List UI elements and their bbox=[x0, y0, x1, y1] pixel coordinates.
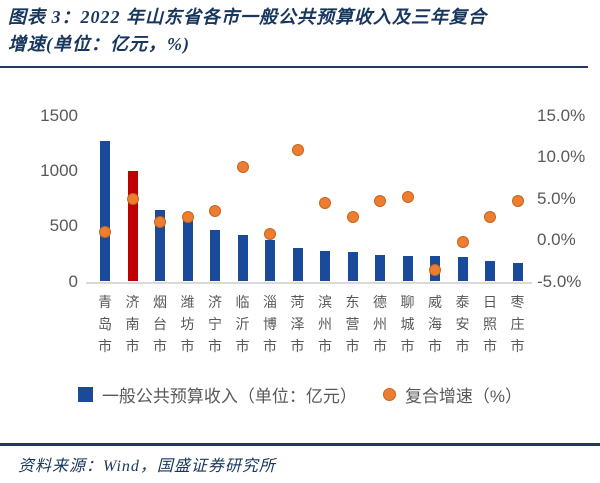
growth-dot bbox=[456, 236, 469, 249]
growth-dot bbox=[126, 193, 139, 206]
right-axis-tick: 10.0% bbox=[537, 147, 586, 166]
legend-dot-icon bbox=[382, 388, 396, 401]
x-axis-label: 淄博市 bbox=[263, 293, 277, 354]
growth-dot bbox=[319, 196, 331, 209]
legend-square-icon bbox=[77, 387, 93, 402]
right-axis-tick: -5.0% bbox=[537, 271, 582, 291]
source-divider bbox=[0, 443, 600, 446]
right-axis-tick: 0.0% bbox=[537, 230, 576, 249]
revenue-bar bbox=[347, 251, 358, 282]
x-axis-label: 滨州市 bbox=[318, 293, 332, 354]
left-axis-tick: 1000 bbox=[40, 160, 78, 180]
revenue-bar bbox=[320, 250, 330, 282]
growth-dot bbox=[401, 190, 414, 203]
x-axis-label: 济宁市 bbox=[208, 293, 222, 354]
growth-dot bbox=[264, 228, 276, 241]
growth-dot bbox=[209, 204, 221, 217]
x-axis-label: 临沂市 bbox=[235, 293, 250, 354]
growth-dot bbox=[346, 210, 359, 223]
left-axis-tick: 0 bbox=[68, 271, 78, 291]
left-axis-tick: 500 bbox=[49, 216, 78, 236]
revenue-bar bbox=[100, 140, 110, 282]
x-axis-label: 德州市 bbox=[373, 293, 387, 354]
revenue-bar bbox=[292, 247, 303, 282]
source-text: 资料来源：Wind，国盛证券研究所 bbox=[18, 458, 276, 475]
growth-dot bbox=[154, 215, 166, 228]
left-axis-tick: 1500 bbox=[40, 105, 78, 125]
growth-dot bbox=[429, 263, 441, 276]
growth-dot bbox=[99, 225, 111, 238]
legend-item-revenue: 一般公共预算收入（单位：亿元） bbox=[77, 382, 357, 407]
growth-dot bbox=[181, 210, 194, 223]
growth-dot bbox=[374, 194, 386, 207]
growth-dot bbox=[291, 143, 304, 156]
revenue-growth-chart: 1500 1000 500 0 15.0% 10.0% 5.0% 0.0% -5.0% 青岛市 济南… bbox=[0, 95, 600, 415]
revenue-bar bbox=[512, 262, 523, 282]
figure-title: 图表 3：2022 年山东省各市一般公共预算收入及三年复合 增速(单位：亿元，%… bbox=[8, 4, 596, 58]
x-axis-label: 聊城市 bbox=[400, 293, 415, 354]
x-axis-label: 枣庄市 bbox=[510, 293, 525, 354]
chart-legend: 一般公共预算收入（单位：亿元） 复合增速（%） bbox=[0, 382, 600, 407]
revenue-bar bbox=[237, 234, 248, 282]
x-axis-line bbox=[86, 281, 532, 284]
growth-dot bbox=[511, 194, 524, 207]
growth-dot bbox=[484, 210, 496, 223]
x-axis-label: 菏泽市 bbox=[290, 293, 305, 354]
x-axis-label: 烟台市 bbox=[153, 293, 167, 354]
x-axis-label: 威海市 bbox=[428, 293, 442, 354]
revenue-bar bbox=[127, 170, 138, 282]
revenue-bar bbox=[265, 239, 275, 282]
x-axis-label: 泰安市 bbox=[455, 293, 470, 354]
x-axis-label: 青岛市 bbox=[98, 293, 112, 354]
title-divider bbox=[0, 66, 588, 68]
revenue-bar bbox=[182, 214, 193, 282]
x-axis-label: 济南市 bbox=[125, 293, 140, 354]
x-axis-label: 日照市 bbox=[483, 293, 497, 354]
x-axis-label: 东营市 bbox=[345, 293, 360, 354]
x-axis-label: 潍坊市 bbox=[180, 293, 195, 354]
right-axis-tick: 5.0% bbox=[537, 188, 576, 208]
legend-label-revenue: 一般公共预算收入（单位：亿元） bbox=[101, 387, 357, 406]
legend-item-growth: 复合增速（%） bbox=[382, 382, 523, 407]
revenue-bar bbox=[375, 254, 385, 282]
growth-dot bbox=[236, 160, 249, 173]
revenue-bar bbox=[402, 256, 413, 282]
legend-label-growth: 复合增速（%） bbox=[404, 387, 523, 406]
right-axis-tick: 15.0% bbox=[537, 105, 586, 125]
revenue-bar bbox=[155, 209, 165, 282]
revenue-bar bbox=[485, 261, 495, 282]
revenue-bar bbox=[210, 229, 220, 282]
figure-title-line2: 增速(单位：亿元，%) bbox=[8, 34, 190, 54]
figure-title-line1: 图表 3：2022 年山东省各市一般公共预算收入及三年复合 bbox=[8, 7, 487, 27]
revenue-bar bbox=[457, 256, 468, 282]
